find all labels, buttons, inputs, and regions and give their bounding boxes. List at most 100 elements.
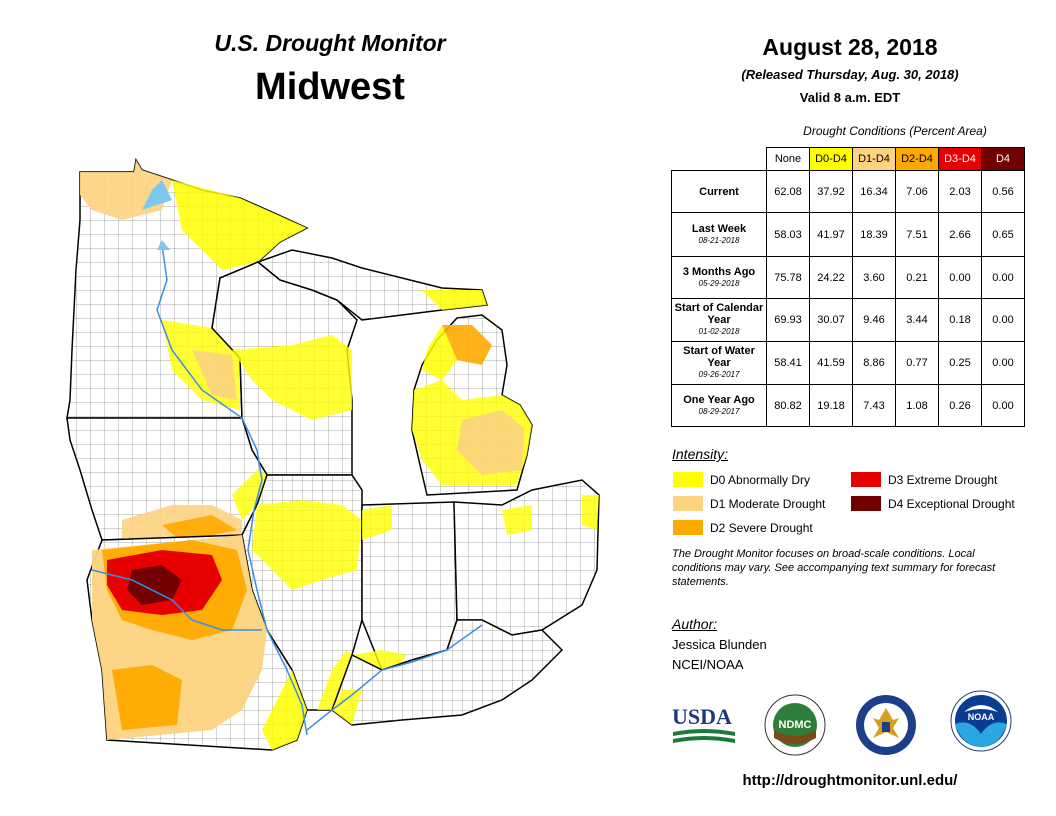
- conditions-table: None D0-D4 D1-D4 D2-D4 D3-D4 D4 Current …: [671, 147, 1025, 427]
- missouri-river: [91, 569, 262, 631]
- legend-label: D1 Moderate Drought: [710, 496, 826, 511]
- table-cell: 80.82: [766, 384, 810, 427]
- usda-logo-text: USDA: [672, 704, 732, 729]
- row-date: 08-21-2018: [698, 235, 740, 245]
- mississippi-river: [156, 244, 308, 736]
- release-date: (Released Thursday, Aug. 30, 2018): [741, 67, 959, 82]
- table-cell: 0.25: [938, 341, 982, 385]
- col-d4-header: D4: [981, 147, 1025, 171]
- website-link[interactable]: http://droughtmonitor.unl.edu/: [742, 772, 958, 789]
- legend-item-d2: D2 Severe Drought: [673, 520, 813, 535]
- table-cell: 7.06: [895, 170, 939, 213]
- table-row: Last Week 08-21-2018 58.03 41.97 18.39 7.…: [671, 212, 1025, 257]
- author-org: NCEI/NOAA: [672, 657, 744, 672]
- row-label: Current: [699, 185, 739, 198]
- noaa-logo: NOAA: [950, 690, 1012, 752]
- table-cell: 37.92: [809, 170, 853, 213]
- table-cell: 0.56: [981, 170, 1025, 213]
- mi-d2: [442, 325, 492, 365]
- table-cell: 2.66: [938, 212, 982, 257]
- mo-d4: [127, 565, 182, 605]
- ohio-river: [306, 624, 483, 731]
- mi-d1: [457, 410, 524, 475]
- legend-item-d1: D1 Moderate Drought: [673, 496, 825, 511]
- midwest-drought-map: [66, 157, 600, 751]
- legend-swatch: [851, 472, 881, 487]
- table-cell: 9.46: [852, 298, 896, 342]
- usda-logo: USDA: [671, 700, 737, 750]
- row-label: One Year Ago: [683, 393, 755, 406]
- disclaimer-note: The Drought Monitor focuses on broad-sca…: [672, 548, 996, 588]
- table-cell: 0.00: [981, 256, 1025, 299]
- table-cell: 69.93: [766, 298, 810, 342]
- table-cell: 0.21: [895, 256, 939, 299]
- ia-d2: [162, 515, 237, 542]
- legend-swatch: [851, 496, 881, 511]
- table-cell: 16.34: [852, 170, 896, 213]
- table-cell: 0.77: [895, 341, 939, 385]
- table-cell: 8.86: [852, 341, 896, 385]
- legend-label: D2 Severe Drought: [710, 520, 813, 535]
- table-cell: 24.22: [809, 256, 853, 299]
- legend-swatch: [673, 472, 703, 487]
- legend-swatch: [673, 520, 703, 535]
- legend-swatch: [673, 496, 703, 511]
- row-label: Start of Calendar Year: [674, 302, 764, 326]
- legend-label: D4 Exceptional Drought: [888, 496, 1015, 511]
- col-d2d4-header: D2-D4: [895, 147, 939, 171]
- wi-d0: [232, 335, 352, 420]
- row-date: 09-26-2017: [698, 370, 740, 379]
- table-row: Start of Calendar Year 01-02-2018 69.93 3…: [671, 298, 1025, 342]
- table-cell: 1.08: [895, 384, 939, 427]
- map-date: August 28, 2018: [762, 34, 938, 60]
- legend-label: D3 Extreme Drought: [888, 472, 998, 487]
- ndmc-logo-text: NDMC: [779, 719, 812, 731]
- commerce-seal-logo: [855, 694, 917, 756]
- valid-time: Valid 8 a.m. EDT: [799, 90, 901, 105]
- table-header-row: None D0-D4 D1-D4 D2-D4 D3-D4 D4: [672, 147, 1025, 171]
- map-title: U.S. Drought Monitor: [214, 30, 446, 56]
- table-cell: 18.39: [852, 212, 896, 257]
- mo-d2-south: [112, 665, 182, 730]
- col-none-header: None: [766, 147, 810, 171]
- legend-item-d0: D0 Abnormally Dry: [673, 472, 810, 487]
- table-cell: 0.26: [938, 384, 982, 427]
- legend-item-d4: D4 Exceptional Drought: [851, 496, 1015, 511]
- table-row: Current 62.08 37.92 16.34 7.06 2.03 0.56: [671, 170, 1025, 213]
- region-title: Midwest: [255, 66, 405, 108]
- table-cell: 41.97: [809, 212, 853, 257]
- table-cell: 58.03: [766, 212, 810, 257]
- row-date: 01-02-2018: [698, 327, 740, 336]
- row-label: 3 Months Ago: [682, 265, 756, 278]
- table-cell: 3.44: [895, 298, 939, 342]
- table-cell: 19.18: [809, 384, 853, 427]
- row-date: 08-29-2017: [698, 406, 740, 416]
- table-row: Start of Water Year 09-26-2017 58.41 41.5…: [671, 341, 1025, 385]
- author-name: Jessica Blunden: [672, 637, 767, 652]
- conditions-caption: Drought Conditions (Percent Area): [803, 124, 987, 138]
- author-heading: Author:: [672, 616, 718, 632]
- table-cell: 7.43: [852, 384, 896, 427]
- table-cell: 75.78: [766, 256, 810, 299]
- table-cell: 0.00: [981, 298, 1025, 342]
- table-cell: 0.00: [938, 256, 982, 299]
- row-date: 05-29-2018: [698, 278, 740, 288]
- table-cell: 0.00: [981, 384, 1025, 427]
- row-label: Start of Water Year: [683, 345, 755, 369]
- table-cell: 30.07: [809, 298, 853, 342]
- table-cell: 0.18: [938, 298, 982, 342]
- col-d0d4-header: D0-D4: [809, 147, 853, 171]
- il-d0: [252, 500, 362, 590]
- col-d1d4-header: D1-D4: [852, 147, 896, 171]
- noaa-logo-text: NOAA: [968, 712, 995, 722]
- table-cell: 0.65: [981, 212, 1025, 257]
- table-cell: 0.00: [981, 341, 1025, 385]
- ndmc-logo: NDMC: [764, 694, 826, 756]
- table-cell: 58.41: [766, 341, 810, 385]
- table-cell: 2.03: [938, 170, 982, 213]
- col-d3d4-header: D3-D4: [938, 147, 982, 171]
- row-label: Last Week: [691, 222, 747, 235]
- table-cell: 62.08: [766, 170, 810, 213]
- table-row: 3 Months Ago 05-29-2018 75.78 24.22 3.60 …: [671, 256, 1025, 299]
- mn-d0-northeast: [172, 180, 307, 270]
